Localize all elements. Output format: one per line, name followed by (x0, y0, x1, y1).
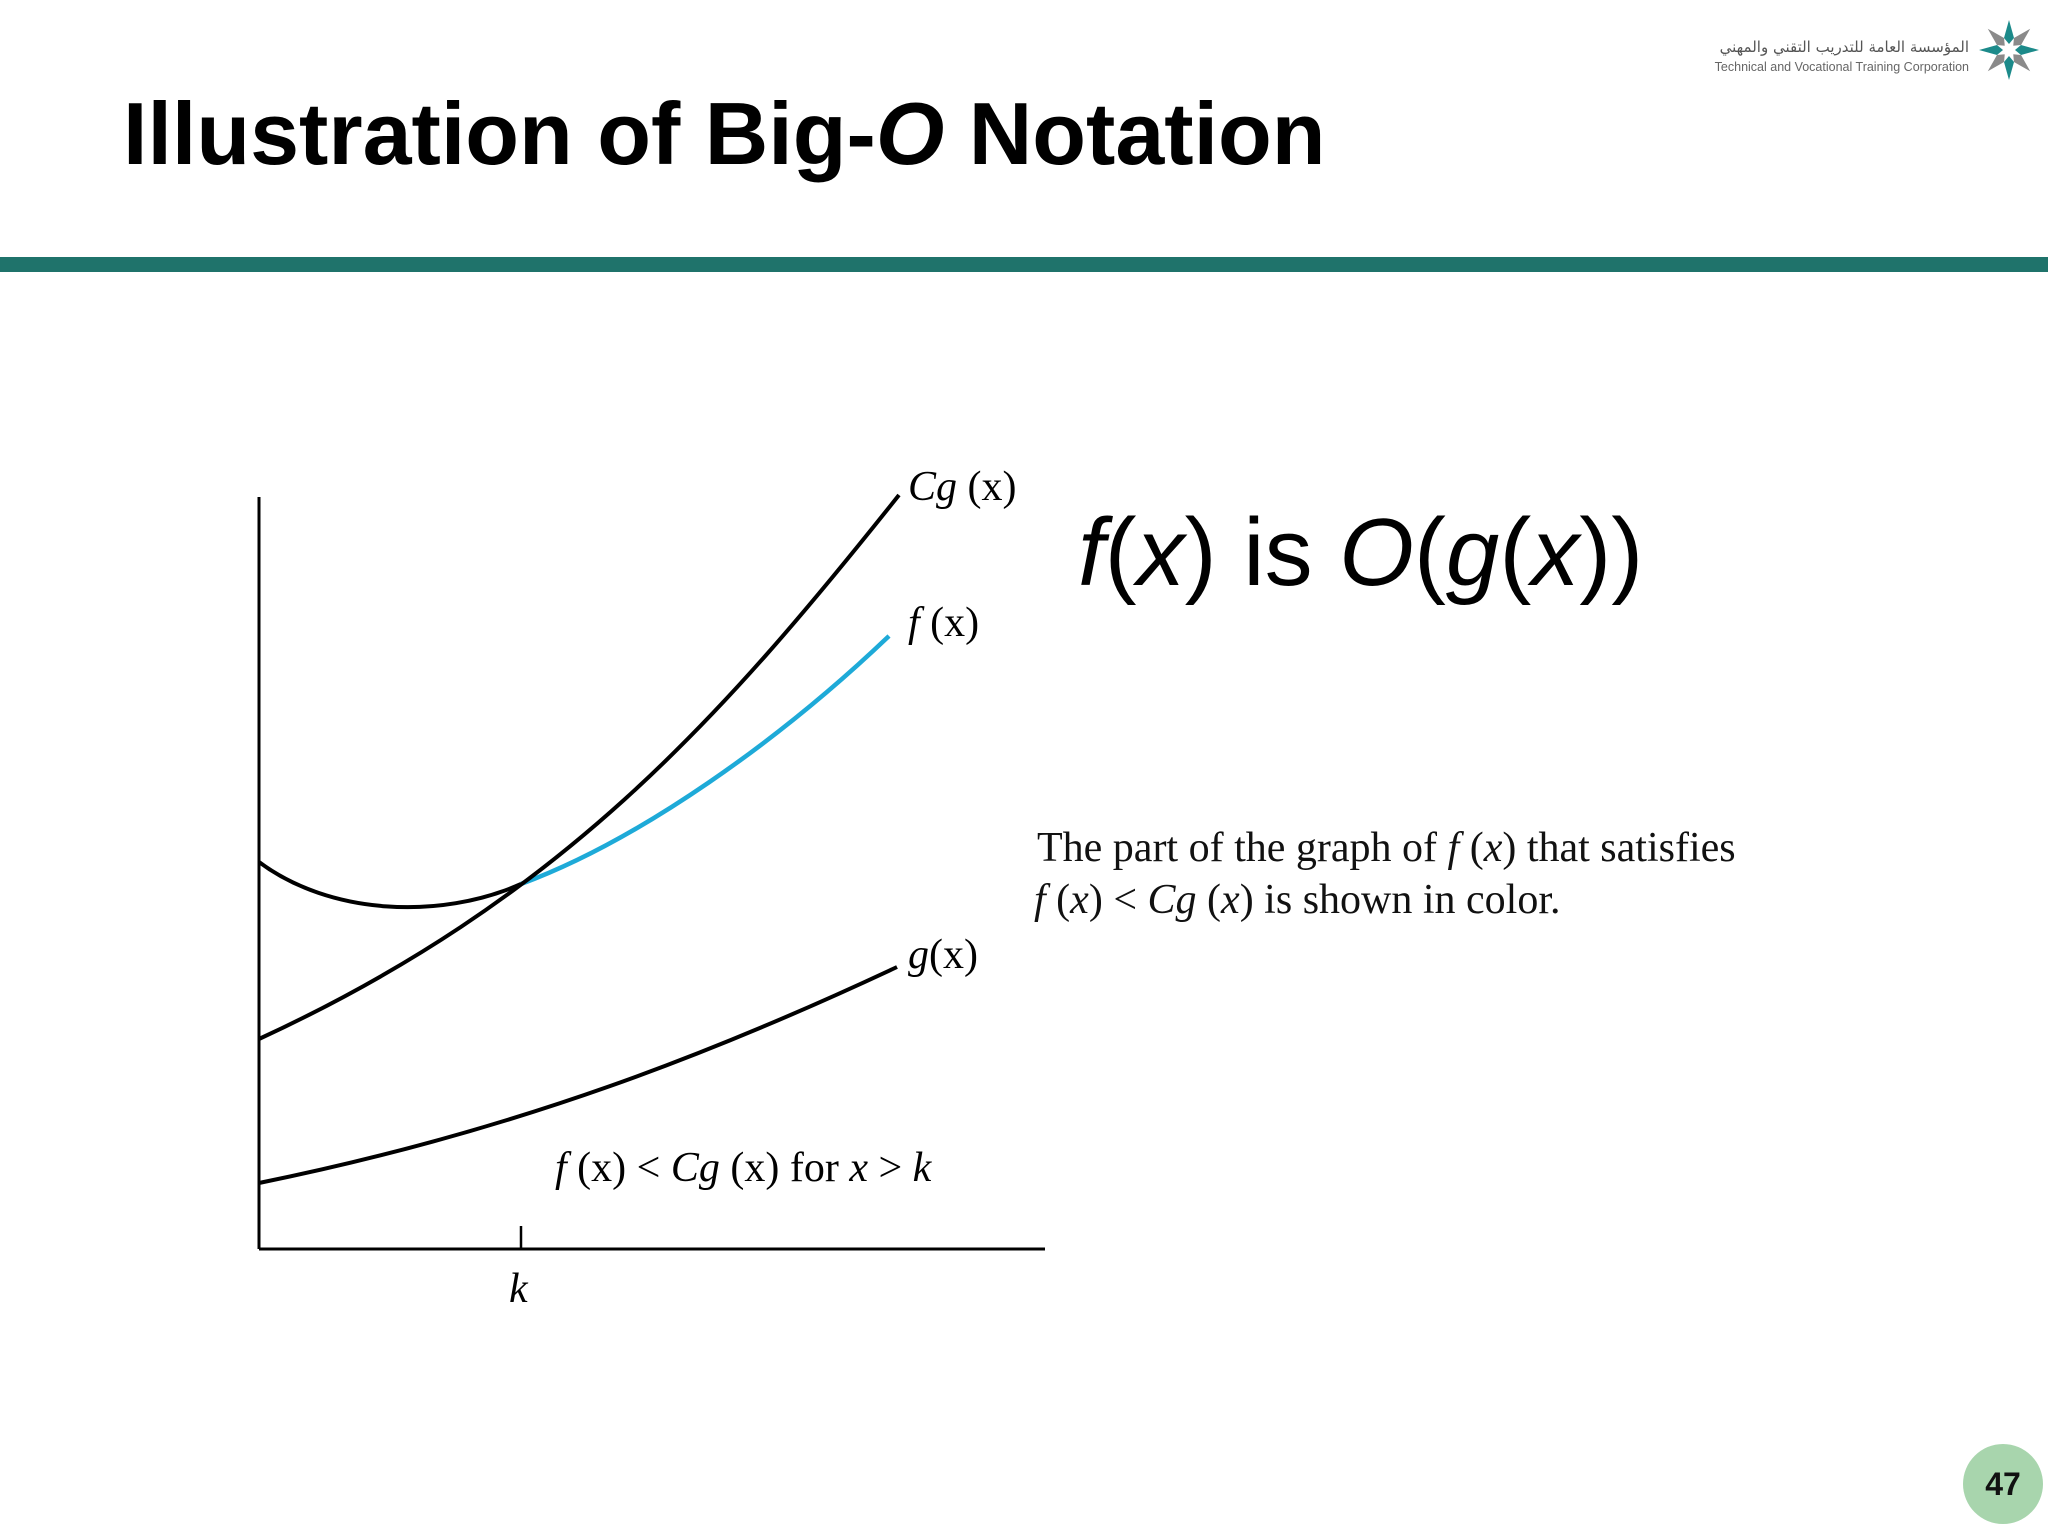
cg-curve (258, 493, 901, 1041)
organization-logo: المؤسسة العامة للتدريب التقني والمهني Te… (1715, 8, 2045, 96)
f-curve-colored (520, 634, 891, 887)
caption-line-1: The part of the graph of f (x) that sati… (1037, 825, 1736, 871)
f-curve-uncolored (257, 860, 522, 910)
caption-line-2: f (x) < Cg (x) is shown in color. (1034, 877, 1561, 923)
cg-label: Cg (x) (908, 464, 1017, 510)
title-italic-o: O (875, 84, 945, 183)
condition-label: f (x) < Cg (x) for x > k (555, 1145, 933, 1191)
page-number-badge: 47 (1963, 1444, 2043, 1524)
g-label: g(x) (908, 932, 978, 978)
big-o-statement: f(x) is O(g(x)) (1078, 499, 1644, 606)
logo-english-text: Technical and Vocational Training Corpor… (1714, 60, 1969, 74)
f-label: f (x) (908, 600, 979, 646)
title-prefix: Illustration of Big- (123, 84, 876, 183)
slide-title: Illustration of Big-O Notation (123, 78, 1326, 190)
g-curve (258, 965, 898, 1185)
title-divider (0, 257, 2048, 272)
diagram-caption: The part of the graph of f (x) that sati… (1034, 822, 1736, 926)
tvtc-star-logo-icon (1979, 20, 2039, 80)
title-suffix: Notation (944, 84, 1326, 183)
k-label: k (509, 1266, 529, 1312)
logo-arabic-text: المؤسسة العامة للتدريب التقني والمهني (1719, 38, 1969, 56)
